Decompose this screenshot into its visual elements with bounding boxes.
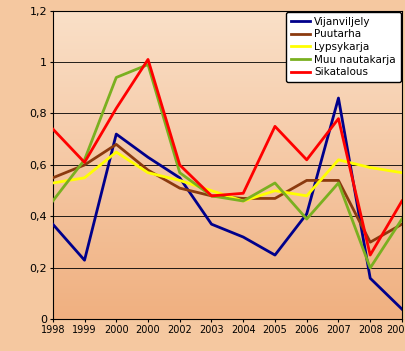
Sikatalous [145, 57, 150, 61]
Vijanviljely [303, 212, 308, 216]
Lypsykarja [145, 171, 150, 175]
Lypsykarja [272, 188, 277, 193]
Puutarha [113, 142, 118, 146]
Puutarha [177, 186, 182, 190]
Puutarha [145, 168, 150, 172]
Muu nautakarja [113, 75, 118, 80]
Sikatalous [272, 124, 277, 128]
Line: Vijanviljely: Vijanviljely [53, 98, 401, 309]
Muu nautakarja [82, 158, 87, 162]
Sikatalous [303, 158, 308, 162]
Vijanviljely [177, 176, 182, 180]
Lypsykarja [113, 150, 118, 154]
Vijanviljely [82, 258, 87, 262]
Vijanviljely [113, 132, 118, 136]
Puutarha [335, 178, 340, 183]
Lypsykarja [335, 158, 340, 162]
Vijanviljely [145, 155, 150, 159]
Line: Lypsykarja: Lypsykarja [53, 152, 401, 201]
Lypsykarja [82, 176, 87, 180]
Muu nautakarja [240, 199, 245, 203]
Lypsykarja [399, 171, 403, 175]
Puutarha [209, 194, 213, 198]
Puutarha [399, 222, 403, 226]
Sikatalous [399, 199, 403, 203]
Sikatalous [82, 160, 87, 165]
Line: Sikatalous: Sikatalous [53, 59, 401, 255]
Sikatalous [240, 191, 245, 196]
Lypsykarja [209, 188, 213, 193]
Lypsykarja [177, 178, 182, 183]
Puutarha [240, 196, 245, 200]
Muu nautakarja [303, 217, 308, 221]
Vijanviljely [272, 253, 277, 257]
Lypsykarja [303, 194, 308, 198]
Vijanviljely [367, 276, 372, 280]
Muu nautakarja [335, 181, 340, 185]
Sikatalous [177, 163, 182, 167]
Lypsykarja [240, 199, 245, 203]
Muu nautakarja [209, 194, 213, 198]
Line: Puutarha: Puutarha [53, 144, 401, 242]
Puutarha [303, 178, 308, 183]
Legend: Vijanviljely, Puutarha, Lypsykarja, Muu nautakarja, Sikatalous: Vijanviljely, Puutarha, Lypsykarja, Muu … [285, 12, 400, 82]
Puutarha [50, 176, 55, 180]
Sikatalous [335, 117, 340, 121]
Puutarha [272, 196, 277, 200]
Sikatalous [113, 106, 118, 111]
Muu nautakarja [145, 62, 150, 67]
Muu nautakarja [272, 181, 277, 185]
Muu nautakarja [367, 266, 372, 270]
Vijanviljely [209, 222, 213, 226]
Lypsykarja [367, 165, 372, 170]
Vijanviljely [335, 96, 340, 100]
Puutarha [367, 240, 372, 244]
Sikatalous [209, 194, 213, 198]
Sikatalous [50, 127, 55, 131]
Muu nautakarja [177, 171, 182, 175]
Sikatalous [367, 253, 372, 257]
Muu nautakarja [50, 199, 55, 203]
Vijanviljely [240, 235, 245, 239]
Vijanviljely [50, 222, 55, 226]
Lypsykarja [50, 181, 55, 185]
Puutarha [82, 163, 87, 167]
Muu nautakarja [399, 217, 403, 221]
Vijanviljely [399, 307, 403, 311]
Line: Muu nautakarja: Muu nautakarja [53, 65, 401, 268]
